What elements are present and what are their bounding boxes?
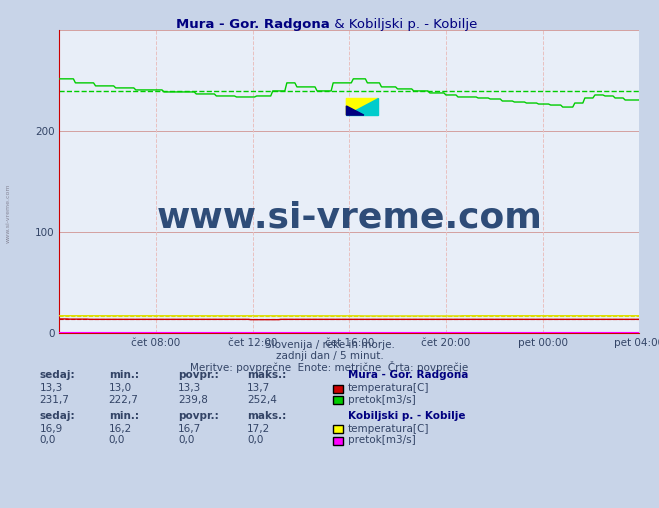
Text: & Kobiljski p. - Kobilje: & Kobiljski p. - Kobilje xyxy=(330,18,477,31)
Text: 0,0: 0,0 xyxy=(178,435,194,446)
Text: 239,8: 239,8 xyxy=(178,395,208,405)
Text: Meritve: povprečne  Enote: metrične  Črta: povprečje: Meritve: povprečne Enote: metrične Črta:… xyxy=(190,361,469,373)
Text: Mura - Gor. Radgona: Mura - Gor. Radgona xyxy=(348,370,469,380)
Polygon shape xyxy=(347,106,364,115)
Text: 0,0: 0,0 xyxy=(247,435,264,446)
Text: maks.:: maks.: xyxy=(247,411,287,421)
Text: 16,9: 16,9 xyxy=(40,424,63,434)
Text: sedaj:: sedaj: xyxy=(40,370,75,380)
Text: 17,2: 17,2 xyxy=(247,424,270,434)
Text: www.si-vreme.com: www.si-vreme.com xyxy=(5,183,11,243)
Text: min.:: min.: xyxy=(109,370,139,380)
Text: 13,0: 13,0 xyxy=(109,383,132,393)
Text: Kobiljski p. - Kobilje: Kobiljski p. - Kobilje xyxy=(348,411,465,421)
Text: povpr.:: povpr.: xyxy=(178,411,219,421)
Text: temperatura[C]: temperatura[C] xyxy=(348,383,430,393)
Polygon shape xyxy=(347,99,378,115)
Text: 16,2: 16,2 xyxy=(109,424,132,434)
Text: zadnji dan / 5 minut.: zadnji dan / 5 minut. xyxy=(275,351,384,361)
Text: 231,7: 231,7 xyxy=(40,395,69,405)
Text: temperatura[C]: temperatura[C] xyxy=(348,424,430,434)
Text: 0,0: 0,0 xyxy=(109,435,125,446)
Polygon shape xyxy=(347,99,378,115)
Text: 0,0: 0,0 xyxy=(40,435,56,446)
Text: 252,4: 252,4 xyxy=(247,395,277,405)
Text: 13,3: 13,3 xyxy=(178,383,201,393)
Text: 13,3: 13,3 xyxy=(40,383,63,393)
Text: 222,7: 222,7 xyxy=(109,395,138,405)
Text: min.:: min.: xyxy=(109,411,139,421)
Text: pretok[m3/s]: pretok[m3/s] xyxy=(348,395,416,405)
Text: Slovenija / reke in morje.: Slovenija / reke in morje. xyxy=(264,340,395,351)
Text: maks.:: maks.: xyxy=(247,370,287,380)
Text: 16,7: 16,7 xyxy=(178,424,201,434)
Text: sedaj:: sedaj: xyxy=(40,411,75,421)
Text: www.si-vreme.com: www.si-vreme.com xyxy=(156,201,542,235)
Text: pretok[m3/s]: pretok[m3/s] xyxy=(348,435,416,446)
Text: Mura - Gor. Radgona: Mura - Gor. Radgona xyxy=(176,18,330,31)
Text: 13,7: 13,7 xyxy=(247,383,270,393)
Text: povpr.:: povpr.: xyxy=(178,370,219,380)
